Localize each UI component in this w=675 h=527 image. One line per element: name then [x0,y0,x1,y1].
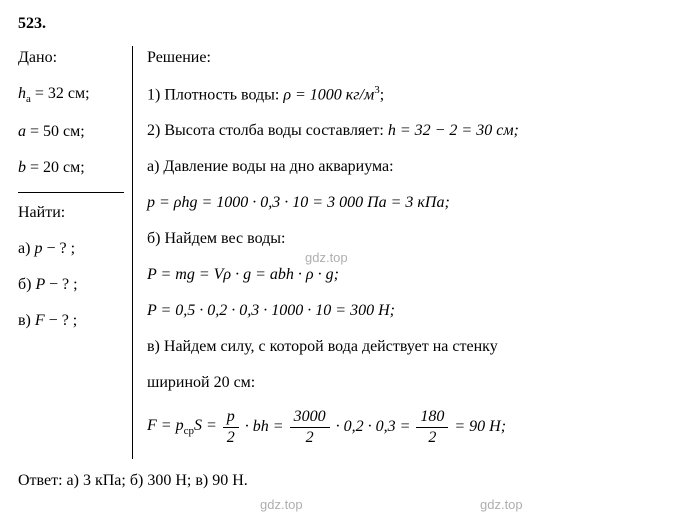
divider-line [18,192,124,193]
two-column-layout: Дано: hа = 32 см; a = 50 см; b = 20 см; … [18,46,657,459]
solution-line: а) Давление воды на дно аквариума: [147,155,657,179]
problem-number: 523. [18,12,657,36]
find-header: Найти: [18,201,124,225]
find-item: в) F − ? ; [18,309,124,333]
solution-expr: p = ρhg = 1000 · 0,3 · 10 = 3 000 Па = 3… [147,191,657,215]
answer-line: Ответ: а) 3 кПа; б) 300 Н; в) 90 Н. [18,469,657,493]
find-item: а) p − ? ; [18,237,124,261]
fraction: p 2 [223,407,239,446]
solution-header: Решение: [147,46,657,70]
given-item: b = 20 см; [18,156,124,180]
solution-line: 2) Высота столба воды составляет: h = 32… [147,119,657,143]
given-header: Дано: [18,46,124,70]
given-item: a = 50 см; [18,120,124,144]
solution-expr: P = mg = Vρ · g = abh · ρ · g; [147,263,657,287]
solution-line: 1) Плотность воды: ρ = 1000 кг/м3; [147,82,657,107]
given-item: hа = 32 см; [18,82,124,108]
find-item: б) P − ? ; [18,273,124,297]
solution-line: шириной 20 см: [147,371,657,395]
solution-fraction-line: F = pсрS = p 2 · bh = 3000 2 · 0,2 · 0,3… [147,407,657,446]
solution-expr: P = 0,5 · 0,2 · 0,3 · 1000 · 10 = 300 Н; [147,299,657,323]
solution-line: б) Найдем вес воды: [147,227,657,251]
given-column: Дано: hа = 32 см; a = 50 см; b = 20 см; … [18,46,133,459]
solution-line: в) Найдем силу, с которой вода действует… [147,335,657,359]
fraction: 3000 2 [290,407,330,446]
solution-column: Решение: 1) Плотность воды: ρ = 1000 кг/… [133,46,657,459]
fraction: 180 2 [416,407,448,446]
